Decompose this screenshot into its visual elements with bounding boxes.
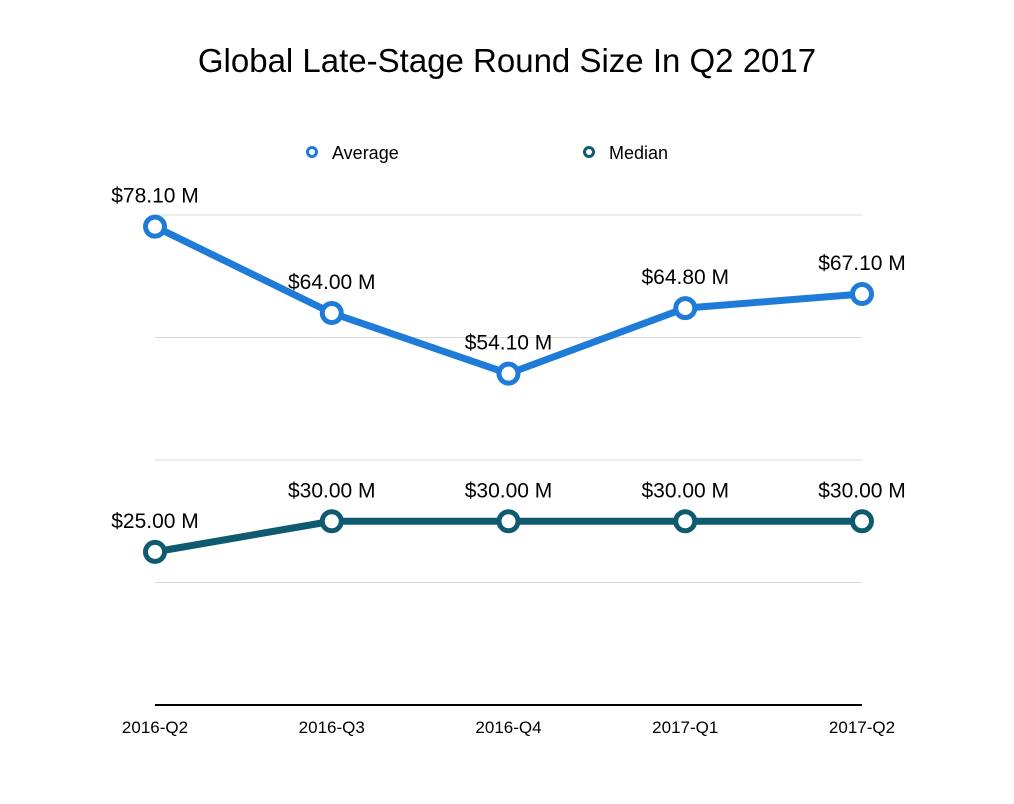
data-point (319, 301, 344, 325)
data-point (496, 361, 521, 386)
chart-title: Global Late-Stage Round Size In Q2 2017 (197, 42, 817, 79)
legend-label-median: Median (609, 143, 668, 163)
data-point (850, 509, 874, 534)
data-point (673, 509, 698, 534)
data-point (143, 539, 167, 564)
data-label: $30.00 M (818, 479, 906, 502)
data-label: $64.00 M (288, 271, 376, 294)
data-label: $67.10 M (818, 252, 906, 275)
data-label: $78.10 M (111, 185, 199, 208)
x-tick-label: 2017-Q2 (829, 718, 895, 737)
data-label: $25.00 M (111, 510, 199, 533)
data-label: $64.80 M (641, 266, 729, 289)
data-label: $54.10 M (465, 332, 553, 355)
data-point (319, 509, 344, 534)
x-tick-label: 2017-Q1 (652, 718, 718, 737)
x-tick-label: 2016-Q2 (122, 718, 188, 737)
data-label: $30.00 M (288, 479, 376, 502)
legend-marker-average (306, 146, 318, 158)
data-point (496, 509, 521, 534)
data-point (143, 214, 167, 239)
data-point (673, 296, 698, 321)
x-tick-label: 2016-Q3 (299, 718, 365, 737)
data-label: $30.00 M (465, 479, 553, 502)
legend-label-average: Average (332, 143, 399, 163)
data-label: $30.00 M (641, 479, 729, 502)
x-tick-label: 2016-Q4 (475, 718, 541, 737)
data-point (850, 282, 874, 307)
legend-marker-median (583, 146, 595, 158)
